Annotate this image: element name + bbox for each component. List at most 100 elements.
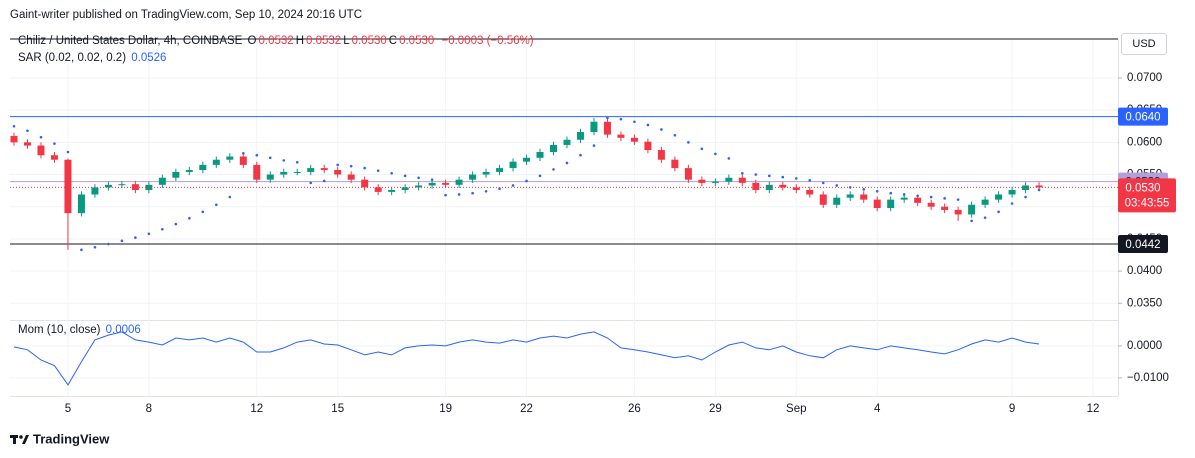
sar-dot: [282, 159, 286, 162]
publish-note: Gaint-writer published on TradingView.co…: [10, 9, 362, 21]
brand: TradingView: [33, 431, 110, 446]
x-tick-label: 12: [1087, 403, 1100, 415]
sar-dot: [376, 169, 380, 172]
candle-body: [509, 161, 517, 169]
sar-legend: SAR (0.02, 0.02, 0.2) 0.0526: [18, 52, 168, 64]
candle-body: [644, 141, 652, 151]
indicator-name: Mom (10, close): [18, 324, 101, 336]
candle-body: [914, 197, 922, 203]
candle-body: [482, 171, 490, 175]
candle-body: [617, 134, 625, 138]
ohlc-key: H: [295, 35, 304, 47]
ohlc-value: 0.0530: [399, 35, 435, 47]
candle-body: [469, 174, 477, 180]
candle-body: [684, 168, 692, 180]
level-label: 0.0640: [1125, 112, 1160, 124]
sar-dot: [322, 179, 326, 183]
ohlc-key: C: [388, 35, 398, 47]
sar-dot: [552, 168, 555, 171]
sar-dot: [444, 193, 447, 197]
sar-dot: [929, 195, 933, 199]
x-tick-label: 12: [250, 403, 263, 415]
y-tick-label: 0.0000: [1127, 340, 1162, 352]
candle-body: [536, 152, 544, 158]
sar-dot: [295, 160, 299, 164]
sar-dot: [754, 173, 758, 176]
sar-dot: [619, 117, 623, 121]
sar-dot: [215, 203, 218, 207]
candle-body: [806, 189, 814, 195]
candle-body: [698, 179, 706, 183]
indicator-value: 0.0006: [105, 324, 141, 336]
candle-body: [576, 132, 584, 140]
sar-dot: [983, 216, 987, 219]
candle-body: [347, 174, 355, 180]
candle-body: [455, 179, 463, 185]
candle-body: [64, 159, 72, 214]
candle-body: [104, 184, 112, 188]
candle-body: [266, 174, 274, 180]
sar-dot: [12, 124, 16, 128]
sar-dot: [714, 152, 717, 156]
sar-dot: [134, 236, 137, 239]
x-tick-label: Sep: [786, 403, 806, 415]
sar-dot: [484, 189, 488, 193]
sar-dot: [107, 242, 110, 246]
candle-body: [657, 150, 665, 160]
candle-body: [1008, 189, 1016, 195]
candle-body: [361, 179, 369, 188]
currency-button[interactable]: USD: [1121, 33, 1167, 55]
candle-body: [995, 194, 1003, 200]
sar-dot: [511, 184, 515, 187]
sar-dot: [687, 141, 690, 144]
sar-dot: [417, 176, 420, 180]
candles: [10, 117, 1043, 250]
candle-body: [819, 194, 827, 205]
sar-dot: [902, 193, 906, 196]
sar-dot: [363, 166, 366, 170]
level-label-box: [1118, 107, 1168, 126]
candle-body: [226, 156, 234, 160]
candle-body: [158, 177, 166, 185]
y-tick-label: 0.0400: [1127, 265, 1162, 277]
sar-dot: [646, 123, 650, 127]
y-tick-label: 0.0600: [1127, 136, 1162, 148]
candle-body: [954, 209, 962, 215]
candle-body: [50, 155, 58, 160]
sar-dot: [916, 194, 919, 198]
sar-dot: [457, 193, 461, 196]
sar-dot: [768, 174, 771, 178]
sar-dot: [26, 129, 29, 133]
candle-body: [415, 185, 423, 188]
last-price-box: [1118, 178, 1176, 213]
sar-dot: [633, 120, 636, 124]
candle-body: [401, 187, 409, 190]
y-tick-label: −0.0100: [1127, 372, 1169, 384]
candle-body: [671, 159, 679, 169]
candle-body: [711, 181, 719, 183]
candle-body: [981, 199, 989, 205]
candle-body: [23, 142, 31, 146]
sar-dot: [538, 174, 542, 178]
sar-dot: [80, 248, 83, 252]
sar-dot: [349, 164, 353, 168]
sar-dot: [673, 133, 677, 137]
candle-body: [590, 121, 598, 133]
candle-body: [900, 197, 908, 200]
candle-body: [1035, 185, 1043, 188]
last-price-label: 0.0530: [1125, 182, 1160, 194]
candle-body: [253, 164, 261, 180]
candle-body: [738, 177, 746, 183]
x-tick-label: 4: [874, 403, 881, 415]
sar-dot: [970, 219, 973, 223]
candle-body: [77, 194, 85, 214]
sar-dot: [821, 181, 825, 185]
y-tick-label: 0.0700: [1127, 72, 1162, 84]
sar-dot: [565, 161, 569, 165]
candle-body: [563, 139, 571, 145]
sar-dot: [255, 153, 259, 157]
x-tick-label: 26: [628, 403, 641, 415]
y-tick-label: 0.0350: [1127, 297, 1162, 309]
candle-body: [927, 202, 935, 207]
